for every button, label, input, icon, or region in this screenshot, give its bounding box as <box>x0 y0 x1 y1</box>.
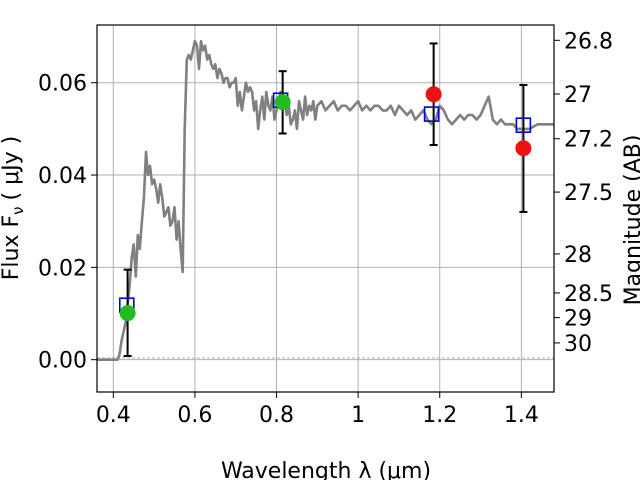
x-tick-label: 0.6 <box>177 403 212 428</box>
y-tick-label: 0.00 <box>38 349 87 374</box>
y-axis-label-unit: ( μJy ) <box>0 136 24 201</box>
magnitude-tick-label: 26.8 <box>564 29 613 54</box>
observed-photometry-point <box>515 140 532 157</box>
magnitude-tick-label: 28.5 <box>564 282 613 307</box>
y-tick-label: 0.02 <box>38 256 87 281</box>
magnitude-tick-label: 29 <box>564 307 592 332</box>
observed-photometry-points <box>119 86 532 322</box>
magnitude-tick-label: 27.5 <box>564 181 613 206</box>
y-axis-label-sub: ν <box>9 206 27 214</box>
grid <box>97 25 554 392</box>
x-tick-label: 1.2 <box>422 403 457 428</box>
x-tick-label: 0.4 <box>96 403 131 428</box>
y-tick-label: 0.04 <box>38 164 87 189</box>
plot-frame <box>96 24 555 393</box>
y-axis-label: Flux Fν ( μJy ) <box>0 136 27 280</box>
model-photometry-point <box>423 106 440 122</box>
model-photometry-point <box>515 117 532 133</box>
magnitude-tick-label: 28 <box>564 243 592 268</box>
observed-photometry-point <box>425 86 442 103</box>
x-tick-label: 0.8 <box>259 403 294 428</box>
observed-photometry-point <box>119 305 136 322</box>
x-axis-ticks: 0.4 0.6 0.8 1 1.2 1.4 <box>96 392 539 428</box>
x-tick-label: 1 <box>351 403 365 428</box>
y-axis-ticks: 0.00 0.02 0.04 0.06 <box>38 72 97 374</box>
magnitude-axis-label: Magnitude (AB) <box>621 135 640 306</box>
x-tick-label: 1.4 <box>504 403 539 428</box>
magnitude-tick-label: 27.2 <box>564 128 613 153</box>
model-spectrum-line <box>97 39 554 361</box>
x-axis-label: Wavelength λ (μm) <box>221 459 431 480</box>
model-photometry-points <box>118 92 532 314</box>
magnitude-tick-label: 30 <box>564 332 592 357</box>
magnitude-tick-label: 27 <box>564 83 592 108</box>
y-axis-label-main: Flux F <box>0 215 24 280</box>
observed-photometry-point <box>274 94 291 111</box>
y-tick-label: 0.06 <box>38 72 87 97</box>
